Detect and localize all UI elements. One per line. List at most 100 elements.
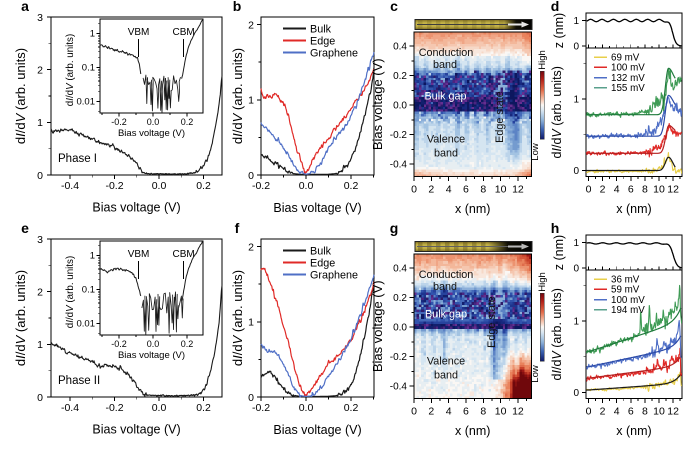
svg-text:dI/dV (arb. units): dI/dV (arb. units) xyxy=(65,256,76,328)
svg-text:f: f xyxy=(235,220,240,236)
svg-text:dI/dV (arb. units): dI/dV (arb. units) xyxy=(13,270,28,366)
svg-text:69 mV: 69 mV xyxy=(611,52,640,63)
svg-text:155 mV: 155 mV xyxy=(611,83,645,94)
svg-text:1: 1 xyxy=(248,95,254,107)
svg-text:-0.2: -0.2 xyxy=(390,130,408,141)
svg-text:VBM: VBM xyxy=(128,249,150,260)
svg-text:2: 2 xyxy=(600,184,606,196)
svg-text:0.1: 0.1 xyxy=(82,285,95,296)
svg-text:3: 3 xyxy=(37,234,43,246)
svg-text:Bias voltage (V): Bias voltage (V) xyxy=(118,350,185,361)
svg-text:0.0: 0.0 xyxy=(393,323,407,334)
svg-text:10: 10 xyxy=(653,184,665,196)
svg-text:12: 12 xyxy=(667,406,679,418)
svg-text:Phase II: Phase II xyxy=(58,375,100,387)
svg-text:0.01: 0.01 xyxy=(77,97,96,108)
svg-text:6: 6 xyxy=(463,406,469,418)
svg-text:0.1: 0.1 xyxy=(82,63,95,74)
svg-text:1: 1 xyxy=(90,29,95,40)
svg-text:0.0: 0.0 xyxy=(147,339,160,349)
svg-text:0.0: 0.0 xyxy=(299,180,314,192)
svg-text:0: 0 xyxy=(573,388,579,399)
svg-text:x (nm): x (nm) xyxy=(455,202,490,216)
svg-text:10: 10 xyxy=(653,406,665,418)
svg-text:Graphene: Graphene xyxy=(310,47,358,59)
svg-text:-0.4: -0.4 xyxy=(61,402,79,414)
svg-text:x (nm): x (nm) xyxy=(616,202,651,216)
svg-text:2: 2 xyxy=(600,406,606,418)
svg-text:CBM: CBM xyxy=(172,249,194,260)
svg-text:Bias voltage (V): Bias voltage (V) xyxy=(92,201,180,215)
svg-text:0.2: 0.2 xyxy=(181,117,194,127)
svg-text:4: 4 xyxy=(446,184,452,196)
svg-text:VBM: VBM xyxy=(128,27,150,38)
svg-text:Low: Low xyxy=(530,143,541,161)
svg-text:0: 0 xyxy=(586,184,592,196)
svg-text:1: 1 xyxy=(573,16,579,27)
svg-text:2: 2 xyxy=(428,406,434,418)
svg-text:0: 0 xyxy=(573,166,579,177)
svg-text:0.2: 0.2 xyxy=(196,180,211,192)
svg-text:0.0: 0.0 xyxy=(152,180,167,192)
svg-text:Graphene: Graphene xyxy=(310,269,358,281)
svg-text:10: 10 xyxy=(495,184,507,196)
svg-text:Edge: Edge xyxy=(310,35,335,47)
svg-text:0.0: 0.0 xyxy=(299,402,314,414)
svg-text:10: 10 xyxy=(495,406,507,418)
svg-text:6: 6 xyxy=(628,406,634,418)
svg-text:8: 8 xyxy=(642,184,648,196)
svg-text:0.2: 0.2 xyxy=(344,180,359,192)
svg-text:High: High xyxy=(537,50,548,70)
svg-text:-0.4: -0.4 xyxy=(390,382,408,393)
svg-text:dI/dV (arb. units): dI/dV (arb. units) xyxy=(230,270,245,366)
svg-text:4: 4 xyxy=(446,406,452,418)
svg-text:132 mV: 132 mV xyxy=(611,73,645,84)
svg-text:Bias voltage (V): Bias voltage (V) xyxy=(370,280,385,372)
svg-text:-0.2: -0.2 xyxy=(111,117,127,127)
svg-text:0: 0 xyxy=(573,264,579,275)
svg-text:0: 0 xyxy=(573,42,579,53)
svg-text:194 mV: 194 mV xyxy=(611,305,645,316)
svg-text:12: 12 xyxy=(667,184,679,196)
svg-text:1: 1 xyxy=(573,238,579,249)
svg-text:Valence: Valence xyxy=(427,356,465,368)
svg-text:band: band xyxy=(434,148,458,160)
svg-text:8: 8 xyxy=(480,406,486,418)
svg-text:0: 0 xyxy=(37,170,43,182)
svg-text:band: band xyxy=(433,59,457,71)
svg-text:12: 12 xyxy=(512,184,524,196)
svg-text:2: 2 xyxy=(37,64,43,76)
svg-text:-0.4: -0.4 xyxy=(390,160,408,171)
svg-text:4: 4 xyxy=(614,184,620,196)
svg-text:6: 6 xyxy=(628,184,634,196)
svg-text:e: e xyxy=(21,220,29,236)
svg-text:12: 12 xyxy=(512,406,524,418)
svg-text:0.2: 0.2 xyxy=(181,339,194,349)
svg-text:Bulk: Bulk xyxy=(310,23,332,35)
svg-text:Bias voltage (V): Bias voltage (V) xyxy=(118,128,185,139)
svg-text:High: High xyxy=(537,272,548,292)
svg-text:-0.2: -0.2 xyxy=(390,352,408,363)
svg-text:0.01: 0.01 xyxy=(77,319,96,330)
svg-text:36 mV: 36 mV xyxy=(611,274,640,285)
svg-text:1: 1 xyxy=(37,339,43,351)
svg-text:0.2: 0.2 xyxy=(344,402,359,414)
svg-text:Conduction: Conduction xyxy=(419,47,474,59)
svg-text:Valence: Valence xyxy=(427,134,465,146)
svg-text:2: 2 xyxy=(248,19,254,31)
svg-text:0: 0 xyxy=(586,406,592,418)
svg-text:x (nm): x (nm) xyxy=(616,424,651,438)
svg-text:0.0: 0.0 xyxy=(393,101,407,112)
svg-text:2: 2 xyxy=(428,184,434,196)
svg-text:0.4: 0.4 xyxy=(393,42,407,53)
svg-text:z (nm): z (nm) xyxy=(552,235,566,270)
svg-text:0.2: 0.2 xyxy=(393,293,407,304)
svg-text:1: 1 xyxy=(573,95,579,106)
svg-text:dI/dV (arb. units): dI/dV (arb. units) xyxy=(13,48,28,144)
svg-text:Bias voltage (V): Bias voltage (V) xyxy=(92,423,180,437)
svg-text:0.2: 0.2 xyxy=(393,71,407,82)
svg-text:CBM: CBM xyxy=(172,27,194,38)
svg-text:Bulk: Bulk xyxy=(310,245,332,257)
svg-text:1: 1 xyxy=(90,251,95,262)
svg-text:dI/dV (arb. units): dI/dV (arb. units) xyxy=(550,66,564,158)
